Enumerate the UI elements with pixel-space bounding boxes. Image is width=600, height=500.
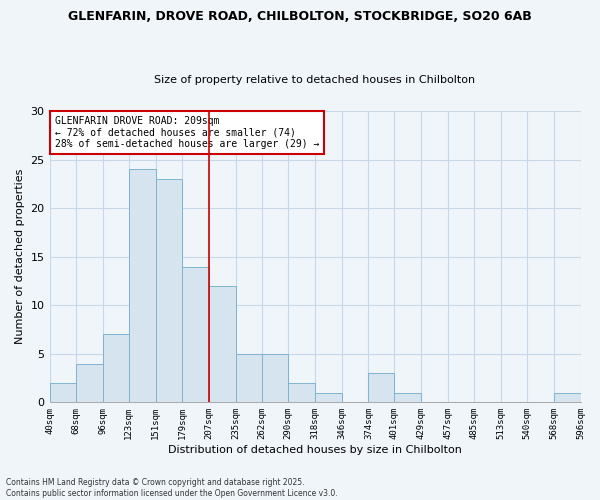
Bar xyxy=(155,179,182,402)
Bar xyxy=(50,383,76,402)
Title: Size of property relative to detached houses in Chilbolton: Size of property relative to detached ho… xyxy=(154,76,476,86)
Bar xyxy=(262,354,288,403)
Bar xyxy=(236,354,262,403)
Text: GLENFARIN, DROVE ROAD, CHILBOLTON, STOCKBRIDGE, SO20 6AB: GLENFARIN, DROVE ROAD, CHILBOLTON, STOCK… xyxy=(68,10,532,23)
Bar xyxy=(554,392,581,402)
Bar xyxy=(76,364,103,403)
Bar xyxy=(209,286,236,403)
Text: Contains HM Land Registry data © Crown copyright and database right 2025.
Contai: Contains HM Land Registry data © Crown c… xyxy=(6,478,338,498)
Text: GLENFARIN DROVE ROAD: 209sqm
← 72% of detached houses are smaller (74)
28% of se: GLENFARIN DROVE ROAD: 209sqm ← 72% of de… xyxy=(55,116,319,149)
Bar xyxy=(394,392,421,402)
X-axis label: Distribution of detached houses by size in Chilbolton: Distribution of detached houses by size … xyxy=(168,445,462,455)
Bar xyxy=(182,266,209,402)
Y-axis label: Number of detached properties: Number of detached properties xyxy=(15,169,25,344)
Bar xyxy=(288,383,315,402)
Bar xyxy=(129,170,155,402)
Bar xyxy=(315,392,342,402)
Bar xyxy=(368,373,394,402)
Bar xyxy=(103,334,129,402)
